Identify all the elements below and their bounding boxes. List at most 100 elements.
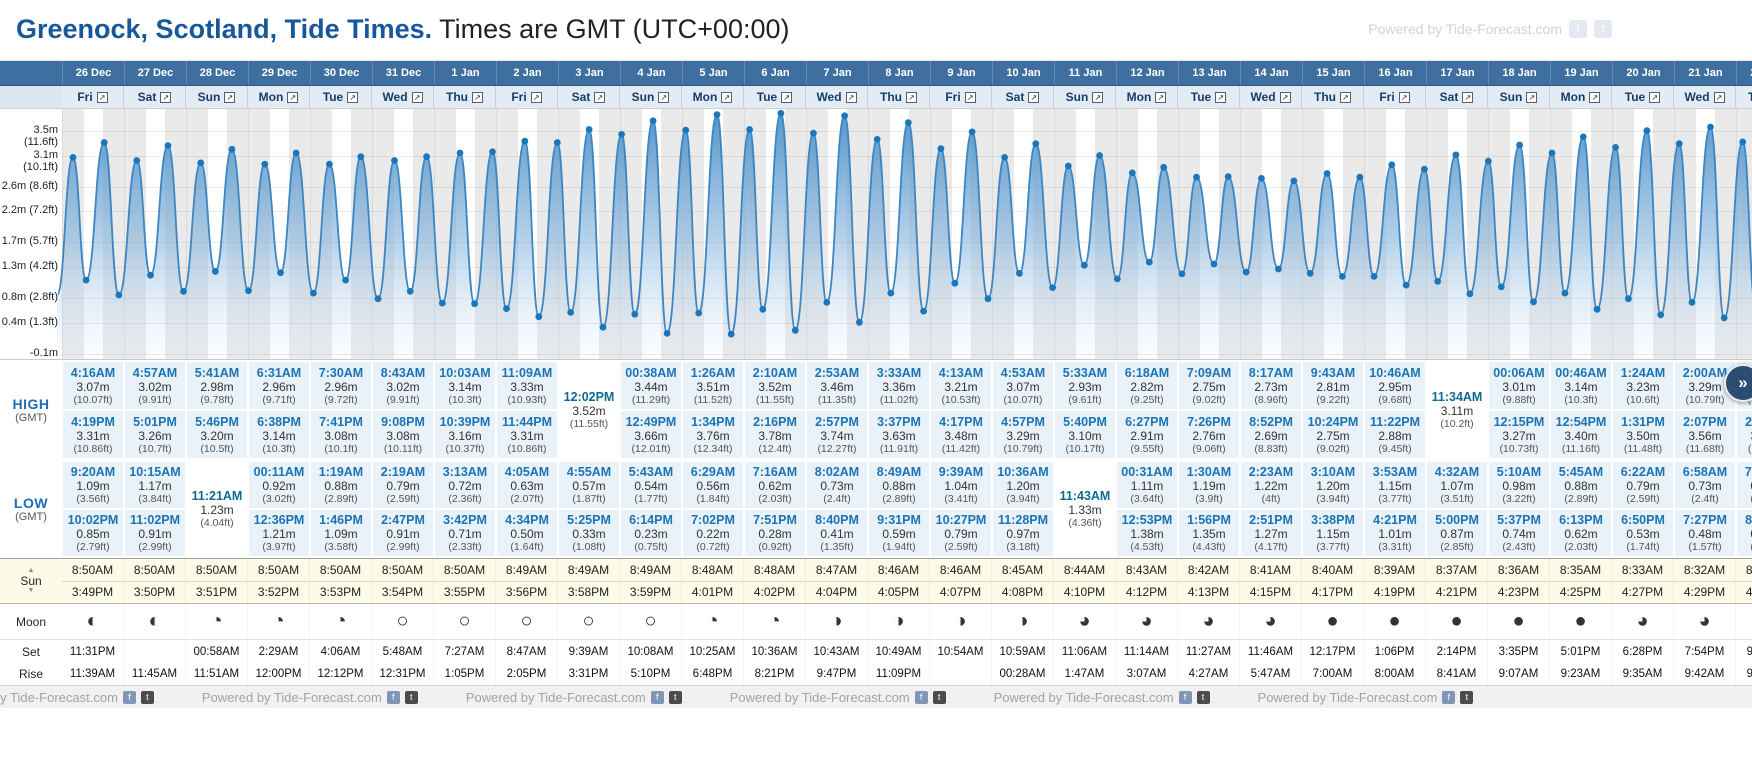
day-expand-cell[interactable]: Fri ↗	[62, 86, 124, 108]
date-header-cell[interactable]: 12 Jan	[1116, 61, 1178, 85]
twitter-icon[interactable]: t	[140, 690, 154, 704]
day-expand-cell[interactable]: Sat ↗	[992, 86, 1054, 108]
expand-day-icon[interactable]: ↗	[1340, 91, 1351, 103]
expand-day-icon[interactable]: ↗	[96, 91, 108, 103]
date-header-cell[interactable]: 2 Jan	[496, 61, 558, 85]
expand-day-icon[interactable]: ↗	[1713, 91, 1725, 103]
date-header-cell[interactable]: 3 Jan	[558, 61, 620, 85]
expand-day-icon[interactable]: ↗	[347, 91, 359, 103]
twitter-icon[interactable]: t	[404, 690, 418, 704]
date-header-cell[interactable]: 28 Dec	[186, 61, 248, 85]
date-header-cell[interactable]: 13 Jan	[1178, 61, 1240, 85]
day-expand-cell[interactable]: Thu ↗	[1302, 86, 1364, 108]
date-header-cell[interactable]: 30 Dec	[310, 61, 372, 85]
twitter-icon[interactable]: t	[668, 690, 682, 704]
facebook-icon[interactable]: f	[1442, 690, 1456, 704]
expand-day-icon[interactable]: ↗	[472, 91, 483, 103]
date-header-cell[interactable]: 27 Dec	[124, 61, 186, 85]
expand-day-icon[interactable]: ↗	[1649, 91, 1661, 103]
expand-day-icon[interactable]: ↗	[594, 91, 606, 103]
date-header-cell[interactable]: 19 Jan	[1550, 61, 1612, 85]
date-header-cell[interactable]: 18 Jan	[1488, 61, 1550, 85]
expand-day-icon[interactable]: ↗	[1589, 91, 1601, 103]
date-header-cell[interactable]: 10 Jan	[992, 61, 1054, 85]
date-header-cell[interactable]: 9 Jan	[930, 61, 992, 85]
day-expand-cell[interactable]: Wed ↗	[372, 86, 434, 108]
expand-day-icon[interactable]: ↗	[224, 91, 236, 103]
facebook-icon[interactable]: f	[914, 690, 928, 704]
facebook-icon[interactable]: f	[650, 690, 664, 704]
twitter-icon[interactable]: t	[932, 690, 946, 704]
day-expand-cell[interactable]: Thu ↗	[868, 86, 930, 108]
tide-time: 2:16PM	[753, 414, 797, 429]
date-header-cell[interactable]: 22 Jan	[1736, 61, 1752, 85]
date-header-cell[interactable]: 31 Dec	[372, 61, 434, 85]
facebook-icon[interactable]: f	[1569, 20, 1587, 38]
expand-day-icon[interactable]: ↗	[411, 91, 423, 103]
day-expand-cell[interactable]: Sun ↗	[620, 86, 682, 108]
date-header-cell[interactable]: 15 Jan	[1302, 61, 1364, 85]
expand-day-icon[interactable]: ↗	[1215, 91, 1227, 103]
day-expand-cell[interactable]: Tue ↗	[1178, 86, 1240, 108]
expand-day-icon[interactable]: ↗	[1279, 91, 1291, 103]
expand-day-icon[interactable]: ↗	[1526, 91, 1538, 103]
date-header-cell[interactable]: 4 Jan	[620, 61, 682, 85]
expand-day-icon[interactable]: ↗	[781, 91, 793, 103]
date-header-cell[interactable]: 26 Dec	[62, 61, 124, 85]
date-header-cell[interactable]: 11 Jan	[1054, 61, 1116, 85]
date-header-cell[interactable]: 20 Jan	[1612, 61, 1674, 85]
day-expand-cell[interactable]: Fri ↗	[1364, 86, 1426, 108]
expand-day-icon[interactable]: ↗	[964, 91, 976, 103]
day-expand-cell[interactable]: Fri ↗	[930, 86, 992, 108]
facebook-icon[interactable]: f	[122, 690, 136, 704]
twitter-icon[interactable]: t	[1594, 20, 1612, 38]
expand-day-icon[interactable]: ↗	[530, 91, 542, 103]
day-expand-cell[interactable]: Thu ↗	[434, 86, 496, 108]
date-header-cell[interactable]: 6 Jan	[744, 61, 806, 85]
expand-day-icon[interactable]: ↗	[658, 91, 670, 103]
date-header-cell[interactable]: 21 Jan	[1674, 61, 1736, 85]
day-expand-cell[interactable]: Mon ↗	[1550, 86, 1612, 108]
day-expand-cell[interactable]: Sun ↗	[1054, 86, 1116, 108]
day-expand-cell[interactable]: Tue ↗	[744, 86, 806, 108]
expand-day-icon[interactable]: ↗	[160, 91, 172, 103]
date-header-cell[interactable]: 1 Jan	[434, 61, 496, 85]
date-header-cell[interactable]: 16 Jan	[1364, 61, 1426, 85]
date-header-cell[interactable]: 29 Dec	[248, 61, 310, 85]
day-expand-cell[interactable]: Tue ↗	[1612, 86, 1674, 108]
expand-day-icon[interactable]: ↗	[1155, 91, 1167, 103]
date-header-cell[interactable]: 17 Jan	[1426, 61, 1488, 85]
day-expand-cell[interactable]: Wed ↗	[806, 86, 868, 108]
day-expand-cell[interactable]: Sat ↗	[1426, 86, 1488, 108]
date-header-cell[interactable]: 7 Jan	[806, 61, 868, 85]
day-expand-cell[interactable]: Sun ↗	[1488, 86, 1550, 108]
day-expand-cell[interactable]: Sat ↗	[558, 86, 620, 108]
day-expand-cell[interactable]: Fri ↗	[496, 86, 558, 108]
scroll-next-button[interactable]: »	[1724, 364, 1752, 402]
day-expand-cell[interactable]: Mon ↗	[682, 86, 744, 108]
expand-day-icon[interactable]: ↗	[1462, 91, 1474, 103]
day-expand-cell[interactable]: Mon ↗	[248, 86, 310, 108]
twitter-icon[interactable]: t	[1460, 690, 1474, 704]
expand-day-icon[interactable]: ↗	[287, 91, 299, 103]
expand-day-icon[interactable]: ↗	[1398, 91, 1410, 103]
date-header-cell[interactable]: 8 Jan	[868, 61, 930, 85]
day-expand-cell[interactable]: Tue ↗	[310, 86, 372, 108]
date-header-cell[interactable]: 5 Jan	[682, 61, 744, 85]
day-expand-cell[interactable]: Wed ↗	[1240, 86, 1302, 108]
expand-day-icon[interactable]: ↗	[1092, 91, 1104, 103]
facebook-icon[interactable]: f	[1178, 690, 1192, 704]
day-expand-cell[interactable]: Mon ↗	[1116, 86, 1178, 108]
day-expand-cell[interactable]: Wed ↗	[1674, 86, 1736, 108]
expand-day-icon[interactable]: ↗	[1028, 91, 1040, 103]
expand-day-icon[interactable]: ↗	[721, 91, 733, 103]
expand-day-icon[interactable]: ↗	[845, 91, 857, 103]
tide-height-m: 2.82m	[1130, 379, 1164, 394]
day-expand-cell[interactable]: Sat ↗	[124, 86, 186, 108]
twitter-icon[interactable]: t	[1196, 690, 1210, 704]
expand-day-icon[interactable]: ↗	[906, 91, 917, 103]
day-expand-cell[interactable]: Sun ↗	[186, 86, 248, 108]
day-expand-cell[interactable]: Thu ↗	[1736, 86, 1752, 108]
facebook-icon[interactable]: f	[386, 690, 400, 704]
date-header-cell[interactable]: 14 Jan	[1240, 61, 1302, 85]
